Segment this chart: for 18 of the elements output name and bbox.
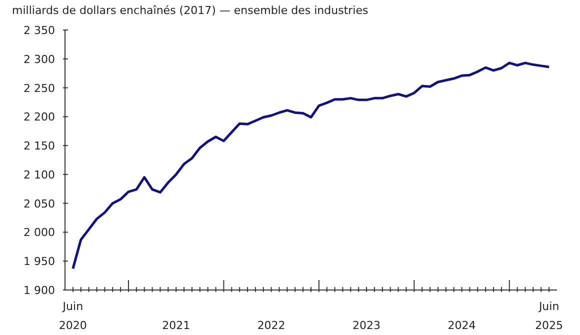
y-axis-title: milliards de dollars enchaînés (2017) — ensemble des industries [12,4,368,17]
y-tick-label: 2 100 [24,168,55,182]
y-tick-label: 2 050 [24,197,55,210]
x-tick-label: Juin 2025 [535,300,564,332]
y-tick-label: 1 900 [24,284,55,297]
x-tick-label: 2023 [352,319,381,332]
x-tick-label: Juin 2020 [58,300,87,332]
y-tick-label: 2 200 [24,110,55,124]
y-tick-label: 1 950 [24,255,55,268]
x-tick-label: 2022 [257,319,286,332]
line-series [72,62,550,270]
x-tick-label: 2021 [162,319,190,332]
y-tick-label: 2 250 [24,82,55,95]
y-tick-label: 2 150 [24,140,55,153]
y-tick-label: 2 000 [24,226,55,240]
y-tick-label: 2 300 [24,52,55,66]
x-tick-label: 2024 [448,319,476,332]
y-tick-label: 2 350 [24,24,55,37]
